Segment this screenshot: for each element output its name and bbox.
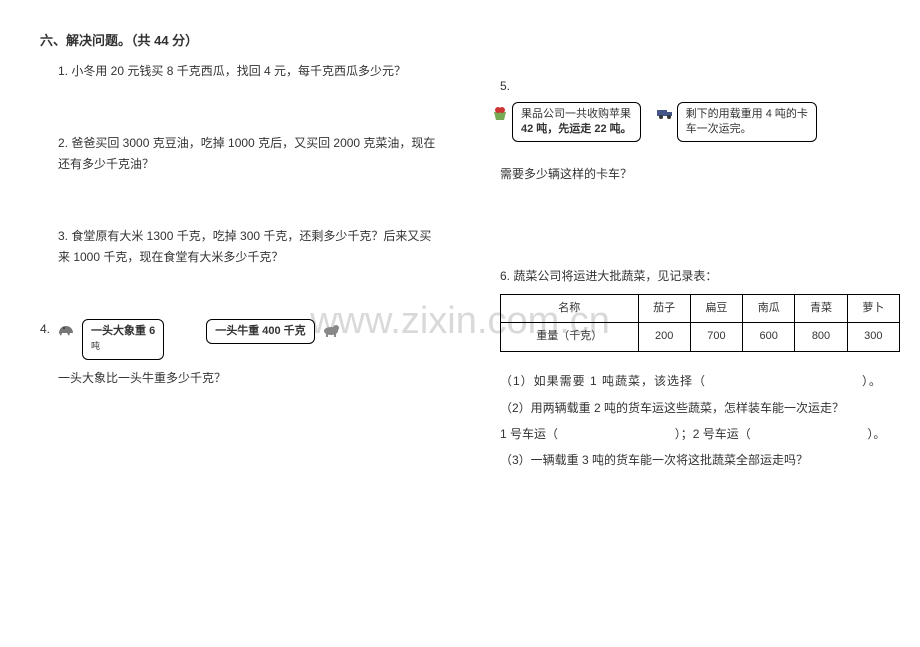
q5-bubble-left-line2: 42 吨，先运走 22 吨。: [521, 123, 632, 135]
q6-sub2-fill: 1 号车运（ ）；2 号车运（ ）。: [500, 421, 900, 447]
question-2: 2. 爸爸买回 3000 克豆油，吃掉 1000 克后，又买回 2000 克菜油…: [40, 133, 440, 176]
elephant-icon: [56, 319, 76, 339]
table-header: 南瓜: [743, 294, 795, 323]
q6-sub2: （2）用两辆载重 2 吨的货车运这些蔬菜，怎样装车能一次运走？: [500, 395, 900, 421]
q4-number: 4.: [40, 319, 50, 341]
section-title: 六、解决问题。（共 44 分）: [40, 30, 440, 49]
question-4: 4. 一头大象重 6 吨 一头牛重 400 千克 一头大象比一头牛重多少千克？: [40, 319, 440, 389]
table-header: 青菜: [795, 294, 847, 323]
q4-bubble-elephant-line1: 一头大象重 6: [91, 325, 155, 337]
table-cell: 600: [743, 323, 795, 352]
table-row: 名称 茄子 扁豆 南瓜 青菜 萝卜: [501, 294, 900, 323]
q5-bubble-right-line1: 剩下的用载重用 4 吨的卡: [686, 108, 808, 120]
question-5: 5. 果品公司一共收购苹果 42 吨，先运走 22 吨。: [500, 76, 900, 186]
table-cell: 200: [638, 323, 690, 352]
q4-bubble-elephant-line2: 吨: [91, 341, 100, 351]
q6-sub2-part-b: ）；2 号车运（: [675, 427, 751, 441]
q4-bubble-cow: 一头牛重 400 千克: [206, 319, 314, 344]
table-row: 重量（千克） 200 700 600 800 300: [501, 323, 900, 352]
q6-sub3: （3）一辆载重 3 吨的货车能一次将这批蔬菜全部运走吗？: [500, 447, 900, 473]
table-header: 扁豆: [690, 294, 742, 323]
apple-basket-icon: [490, 102, 510, 122]
table-cell: 300: [847, 323, 899, 352]
right-column: 5. 果品公司一共收购苹果 42 吨，先运走 22 吨。: [460, 0, 920, 647]
q6-sub2-part-c: ）。: [867, 427, 885, 441]
q6-sub1: （1）如果需要 1 吨蔬菜，该选择（ ）。: [500, 368, 900, 394]
q5-bubble-left: 果品公司一共收购苹果 42 吨，先运走 22 吨。: [512, 102, 641, 143]
truck-icon: [655, 102, 675, 122]
vegetable-table: 名称 茄子 扁豆 南瓜 青菜 萝卜 重量（千克） 200 700 600 800…: [500, 294, 900, 353]
table-cell: 重量（千克）: [501, 323, 639, 352]
table-cell: 800: [795, 323, 847, 352]
table-header: 茄子: [638, 294, 690, 323]
page-content: 六、解决问题。（共 44 分） 1. 小冬用 20 元钱买 8 千克西瓜，找回 …: [0, 0, 920, 647]
q5-bubble-right: 剩下的用载重用 4 吨的卡 车一次运完。: [677, 102, 817, 143]
q5-bubble-left-line1: 果品公司一共收购苹果: [521, 108, 631, 120]
left-column: 六、解决问题。（共 44 分） 1. 小冬用 20 元钱买 8 千克西瓜，找回 …: [0, 0, 460, 647]
table-cell: 700: [690, 323, 742, 352]
q5-bubble-right-line2: 车一次运完。: [686, 123, 752, 135]
q5-number: 5.: [500, 76, 900, 98]
cow-icon: [321, 319, 341, 339]
question-3: 3. 食堂原有大米 1300 千克，吃掉 300 千克，还剩多少千克？后来又买来…: [40, 226, 440, 269]
question-1: 1. 小冬用 20 元钱买 8 千克西瓜，找回 4 元，每千克西瓜多少元？: [40, 61, 440, 83]
q6-intro: 6. 蔬菜公司将运进大批蔬菜，见记录表：: [500, 266, 900, 288]
q4-bubble-elephant: 一头大象重 6 吨: [82, 319, 164, 360]
table-header: 萝卜: [847, 294, 899, 323]
q6-sub2-part-a: 1 号车运（: [500, 427, 558, 441]
question-6: 6. 蔬菜公司将运进大批蔬菜，见记录表： 名称 茄子 扁豆 南瓜 青菜 萝卜 重…: [500, 266, 900, 474]
q5-question-text: 需要多少辆这样的卡车？: [500, 164, 900, 186]
table-header: 名称: [501, 294, 639, 323]
q4-question-text: 一头大象比一头牛重多少千克？: [40, 368, 440, 390]
